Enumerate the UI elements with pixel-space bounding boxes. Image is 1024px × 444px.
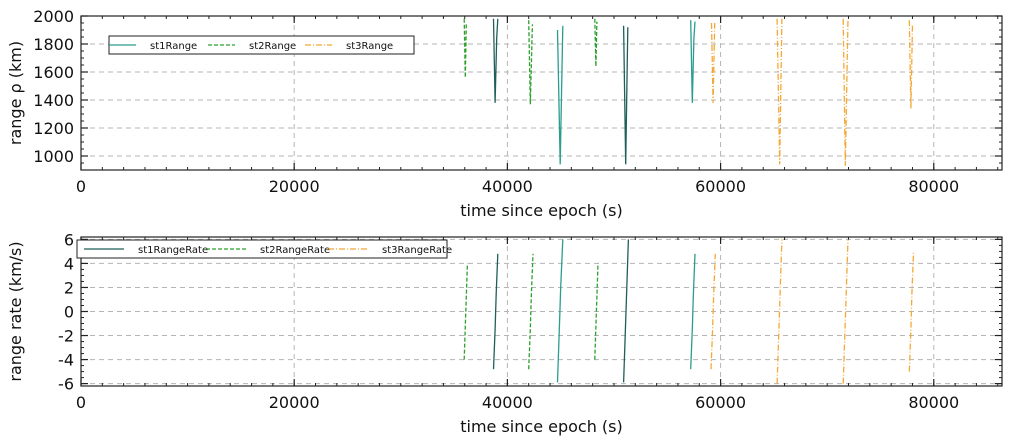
series-st3Range-line [908, 20, 914, 109]
series-st3RangeRate-line [776, 239, 783, 384]
x-tick-label: 20000 [269, 177, 320, 196]
x-tick-label: 40000 [482, 393, 533, 412]
chart-panel-1: 0 20000 40000 60000 80000 1000 1200 1400 1600 180… [6, 7, 1003, 220]
x-tick-label: 80000 [908, 393, 959, 412]
y-tick-label: 0 [64, 303, 74, 322]
x-tick-label: 20000 [269, 393, 320, 412]
legend-label-st1Range: st1Range [150, 41, 197, 52]
y-tick-label: 2000 [33, 7, 74, 26]
y-axis-title: range ρ (km) [6, 41, 25, 145]
series-st2RangeRate-line [528, 253, 534, 370]
x-axis-title: time since epoch (s) [460, 201, 623, 220]
series-st3Range-line [710, 22, 716, 103]
chart-panel-2: 0 20000 40000 60000 80000 -6 -4 -2 0 2 4 6 st1RangeR… [6, 230, 1003, 436]
series-st2Range-line [463, 18, 467, 78]
series-st2Range-line [528, 20, 534, 105]
y-tick-label: 1000 [33, 147, 74, 166]
series-st1Range-line [492, 18, 499, 103]
series-st1RangeRate-line [492, 253, 499, 370]
series-st3Range-line [776, 18, 783, 165]
series-st2RangeRate-line [594, 263, 599, 360]
legend-label-st3RangeRate: st3RangeRate [382, 245, 452, 256]
series-st1RangeRate-line [556, 239, 564, 383]
series-st3Range-line [842, 18, 849, 166]
plot-frame [80, 15, 1003, 171]
series-st1Range-line [622, 25, 629, 165]
series-st2Range-line [594, 18, 598, 67]
y-tick-label: -6 [58, 375, 74, 394]
y-tick-label: 4 [64, 254, 74, 273]
legend-label-st2RangeRate: st2RangeRate [260, 245, 330, 256]
series-st1RangeRate-line [622, 239, 630, 383]
legend-label-st1RangeRate: st1RangeRate [138, 245, 208, 256]
legend-label-st2Range: st2Range [249, 41, 296, 52]
y-tick-label: 1400 [33, 91, 74, 110]
series-st2RangeRate-line [463, 263, 469, 360]
x-tick-label: 60000 [695, 393, 746, 412]
series-st1RangeRate-line [690, 253, 696, 370]
x-tick-label: 40000 [482, 177, 533, 196]
y-tick-label: 2 [64, 278, 74, 297]
y-tick-label: -2 [58, 327, 74, 346]
y-tick-label: 1800 [33, 35, 74, 54]
x-axis-title: time since epoch (s) [460, 417, 623, 436]
legend-box [76, 239, 448, 259]
x-tick-label: 60000 [695, 177, 746, 196]
y-tick-label: 6 [64, 230, 74, 249]
series-st1Range-line [690, 20, 696, 103]
y-tick-label: 1200 [33, 119, 74, 138]
x-tick-label: 80000 [908, 177, 959, 196]
y-tick-label: -4 [58, 351, 74, 370]
series-st3RangeRate-line [908, 252, 915, 372]
legend-label-st3Range: st3Range [346, 41, 393, 52]
y-tick-label: 1600 [33, 63, 74, 82]
x-tick-label: 0 [76, 393, 86, 412]
series-st3RangeRate-line [710, 253, 716, 370]
y-axis-title: range rate (km/s) [6, 241, 25, 381]
series-st3RangeRate-line [842, 239, 849, 384]
x-tick-label: 0 [76, 177, 86, 196]
series-st1Range-line [556, 25, 564, 165]
plot-frame [80, 236, 1003, 387]
